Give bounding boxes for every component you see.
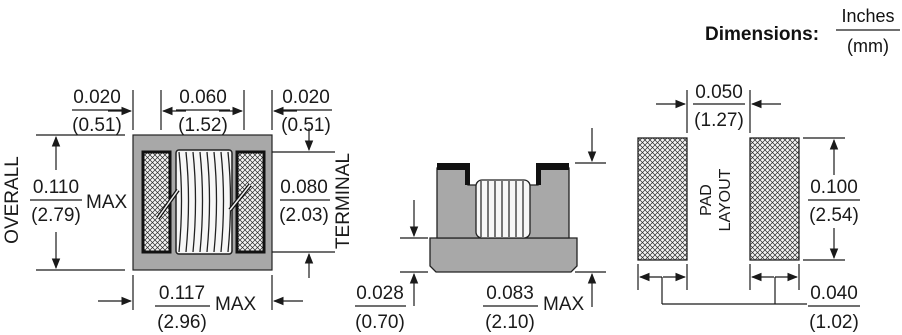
- overall-max: MAX: [86, 192, 128, 213]
- legend-unit-inches: Inches: [841, 6, 894, 26]
- width-inch: 0.083: [486, 283, 534, 304]
- right-terminal: [235, 150, 266, 254]
- right-pad: [749, 137, 800, 261]
- height-inch: 0.028: [356, 283, 404, 304]
- bottom-max: MAX: [215, 294, 257, 315]
- terminal-mm: (2.03): [279, 205, 329, 226]
- terminal-inch: 0.080: [280, 177, 328, 198]
- legend-label: Dimensions:: [705, 24, 819, 45]
- width-max: MAX: [543, 294, 585, 315]
- left-cap: [437, 163, 470, 185]
- right-cap: [536, 163, 569, 185]
- terminal-label: TERMINAL: [333, 153, 354, 249]
- dim-left-inch: 0.020: [73, 87, 121, 108]
- pad-layout: PAD LAYOUT 0.050 (1.27) 0.100 (2.54) 0.0…: [637, 82, 860, 333]
- pad-top-mm: (1.27): [694, 110, 744, 131]
- pad-label-line2: LAYOUT: [717, 168, 734, 231]
- bottom-inch: 0.117: [159, 283, 205, 304]
- overall-mm: (2.79): [31, 205, 81, 226]
- pad-top-inch: 0.050: [695, 82, 743, 103]
- bottom-mm: (2.96): [157, 312, 207, 333]
- overall-inch: 0.110: [33, 177, 79, 198]
- dim-right-mm: (0.51): [281, 115, 331, 136]
- dim-center-mm: (1.52): [178, 115, 228, 136]
- component-base: [429, 237, 578, 273]
- top-view: 0.020 (0.51) 0.060 (1.52) 0.020 (0.51) O…: [2, 87, 354, 333]
- coil-winding: [156, 149, 252, 255]
- overall-label: OVERALL: [2, 156, 23, 244]
- legend-unit-mm: (mm): [847, 36, 889, 56]
- units-legend: Dimensions: Inches (mm): [705, 6, 900, 56]
- pad-right-mm: (2.54): [809, 205, 859, 226]
- pad-bottom-inch: 0.040: [810, 283, 858, 304]
- side-coil: [475, 179, 531, 239]
- pad-bottom-mm: (1.02): [809, 312, 859, 333]
- left-terminal: [141, 150, 172, 254]
- height-mm: (0.70): [355, 312, 405, 333]
- dim-center-inch: 0.060: [179, 87, 227, 108]
- dim-left-mm: (0.51): [72, 115, 122, 136]
- pad-right-inch: 0.100: [810, 177, 858, 198]
- left-pad: [637, 137, 688, 261]
- dim-right-inch: 0.020: [282, 87, 330, 108]
- side-view: 0.028 (0.70) 0.083 (2.10) MAX: [355, 128, 606, 333]
- pad-label-line1: PAD: [698, 184, 715, 216]
- width-mm: (2.10): [485, 312, 535, 333]
